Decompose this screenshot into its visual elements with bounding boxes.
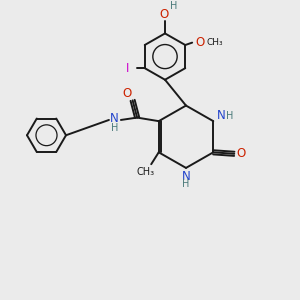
Text: O: O: [196, 35, 205, 49]
Text: I: I: [126, 62, 129, 75]
Text: N: N: [217, 109, 226, 122]
Text: H: H: [226, 111, 233, 121]
Text: N: N: [182, 170, 190, 183]
Text: O: O: [123, 87, 132, 100]
Text: H: H: [111, 123, 118, 133]
Text: H: H: [182, 179, 190, 189]
Text: O: O: [236, 147, 245, 160]
Text: O: O: [160, 8, 169, 21]
Text: H: H: [170, 1, 177, 10]
Text: CH₃: CH₃: [136, 167, 154, 177]
Text: N: N: [110, 112, 119, 125]
Text: CH₃: CH₃: [207, 38, 223, 46]
